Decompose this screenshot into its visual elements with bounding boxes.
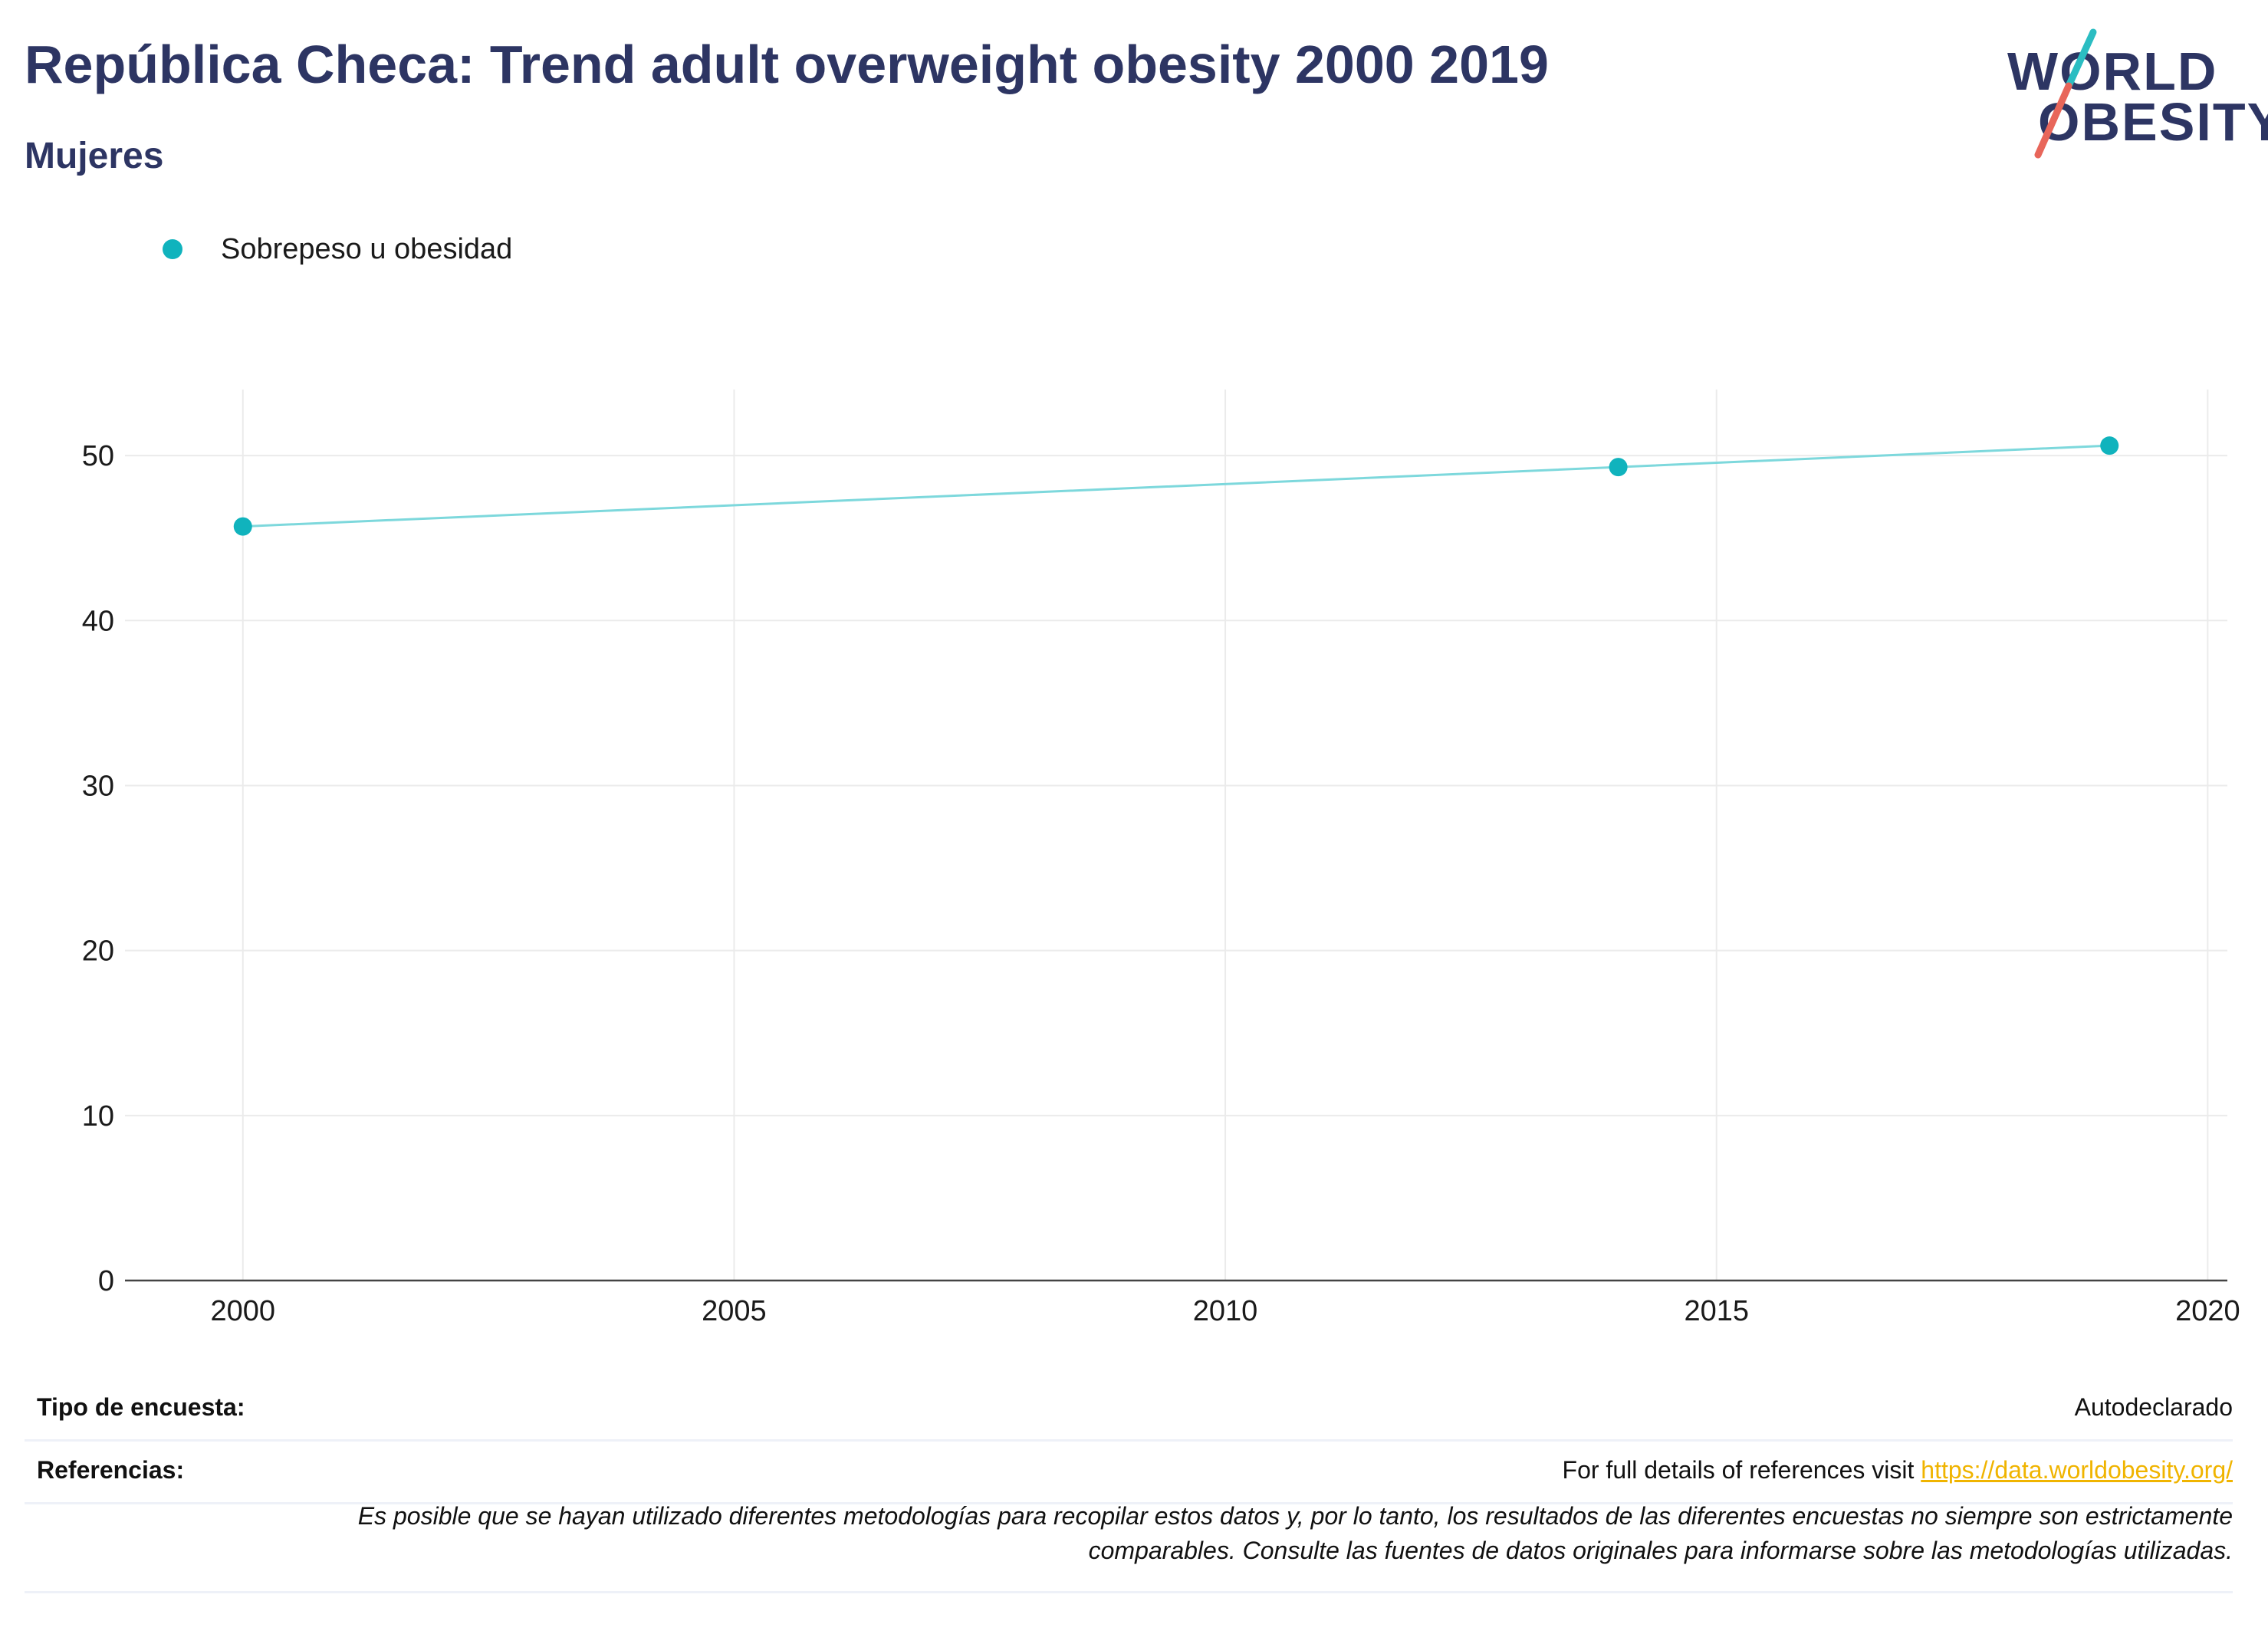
- x-tick-label: 2015: [1684, 1295, 1749, 1327]
- y-tick-label: 20: [82, 935, 114, 968]
- methodology-note-line-2: comparables. Consulte las fuentes de dat…: [1088, 1537, 2233, 1564]
- survey-type-value: Autodeclarado: [2074, 1393, 2233, 1421]
- references-row: Referencias: For full details of referen…: [25, 1439, 2233, 1504]
- x-tick-label: 2010: [1193, 1295, 1258, 1327]
- logo-word-world: WORLD: [2007, 41, 2218, 101]
- y-tick-label: 40: [82, 605, 114, 637]
- chart-subtitle: Mujeres: [25, 136, 164, 176]
- x-tick-label: 2000: [210, 1295, 275, 1327]
- references-text: For full details of references visit: [1562, 1456, 1921, 1484]
- world-obesity-logo: WORLD OBESITY: [1994, 23, 2268, 161]
- legend-label: Sobrepeso u obesidad: [221, 233, 513, 265]
- logo-slash-icon: [2034, 28, 2097, 159]
- y-tick-label: 10: [82, 1100, 114, 1133]
- references-label: Referencias:: [37, 1456, 185, 1484]
- data-series: [233, 436, 2119, 536]
- x-tick-label: 2020: [2175, 1295, 2240, 1327]
- x-tick-label: 2005: [702, 1295, 767, 1327]
- line-chart: 2000 2005 2010 2015 2020 0 10 20 30 40 50: [82, 390, 2240, 1327]
- y-tick-label: 0: [98, 1265, 114, 1297]
- references-value: For full details of references visit htt…: [1563, 1456, 2233, 1484]
- methodology-note: Es posible que se hayan utilizado difere…: [25, 1499, 2233, 1593]
- survey-type-row: Tipo de encuesta: Autodeclarado: [25, 1376, 2233, 1442]
- y-tick-label: 30: [82, 770, 114, 802]
- data-point: [233, 517, 252, 536]
- y-tick-label: 50: [82, 440, 114, 472]
- data-point: [1609, 458, 1628, 477]
- survey-type-label: Tipo de encuesta:: [37, 1393, 245, 1421]
- methodology-note-line-1: Es posible que se hayan utilizado difere…: [357, 1502, 2233, 1530]
- logo-word-obesity: OBESITY: [2038, 92, 2268, 152]
- grid-lines: [125, 390, 2227, 1281]
- references-link[interactable]: https://data.worldobesity.org/: [1921, 1456, 2233, 1484]
- legend-marker-icon: [163, 239, 182, 259]
- data-point: [2100, 436, 2119, 455]
- chart-title: República Checa: Trend adult overweight …: [25, 35, 1549, 94]
- series-line: [242, 444, 2110, 528]
- axes: 2000 2005 2010 2015 2020 0 10 20 30 40 50: [82, 440, 2240, 1327]
